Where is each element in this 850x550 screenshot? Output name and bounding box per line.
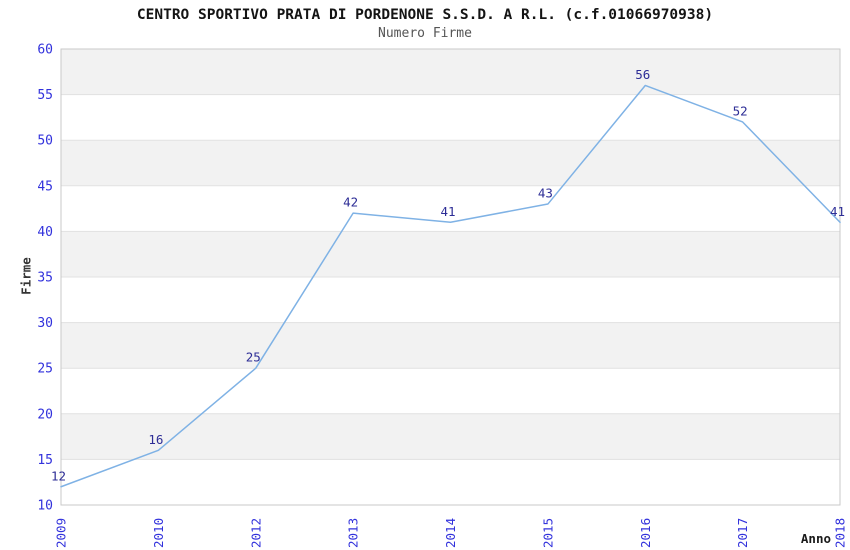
y-tick-label: 25 [37, 362, 53, 377]
data-point-label: 42 [343, 195, 358, 210]
plot-stripe [61, 140, 840, 186]
data-point-label: 16 [148, 432, 163, 447]
x-tick-label: 2015 [540, 518, 555, 548]
data-point-label: 41 [440, 204, 455, 219]
data-point-label: 52 [733, 103, 748, 118]
y-tick-label: 10 [37, 499, 53, 514]
y-tick-label: 40 [37, 225, 53, 240]
plot-border [60, 48, 841, 506]
plot-stripe [61, 49, 840, 95]
y-tick-label: 55 [37, 88, 53, 103]
chart-subtitle: Numero Firme [378, 26, 472, 41]
y-tick-label: 45 [37, 179, 53, 194]
chart-title: CENTRO SPORTIVO PRATA DI PORDENONE S.S.D… [136, 7, 714, 23]
y-tick-label: 20 [37, 407, 53, 422]
plot-stripe [61, 322, 840, 369]
y-tick-label: 50 [37, 134, 53, 149]
x-tick-label: 2017 [735, 518, 750, 548]
x-tick-label: 2009 [54, 518, 69, 548]
y-tick-label: 15 [37, 453, 53, 468]
x-tick-label: 2018 [833, 518, 848, 548]
x-tick-label: 2010 [151, 518, 166, 548]
x-axis-title: Anno [800, 531, 831, 546]
data-point-label: 43 [538, 186, 553, 201]
data-line [60, 84, 841, 488]
y-tick-label: 30 [37, 316, 53, 331]
x-tick-label: 2014 [443, 518, 458, 548]
x-tick-label: 2013 [346, 518, 361, 548]
plot-stripe [61, 231, 840, 277]
data-point-label: 56 [635, 67, 650, 82]
x-tick-label: 2016 [638, 518, 653, 548]
data-point-label: 25 [246, 350, 261, 365]
data-point-label: 41 [830, 204, 845, 219]
y-tick-label: 60 [37, 43, 53, 58]
x-tick-label: 2012 [248, 518, 263, 548]
plot-stripe [61, 413, 840, 460]
data-point-label: 12 [51, 468, 66, 483]
y-tick-label: 35 [37, 271, 53, 286]
